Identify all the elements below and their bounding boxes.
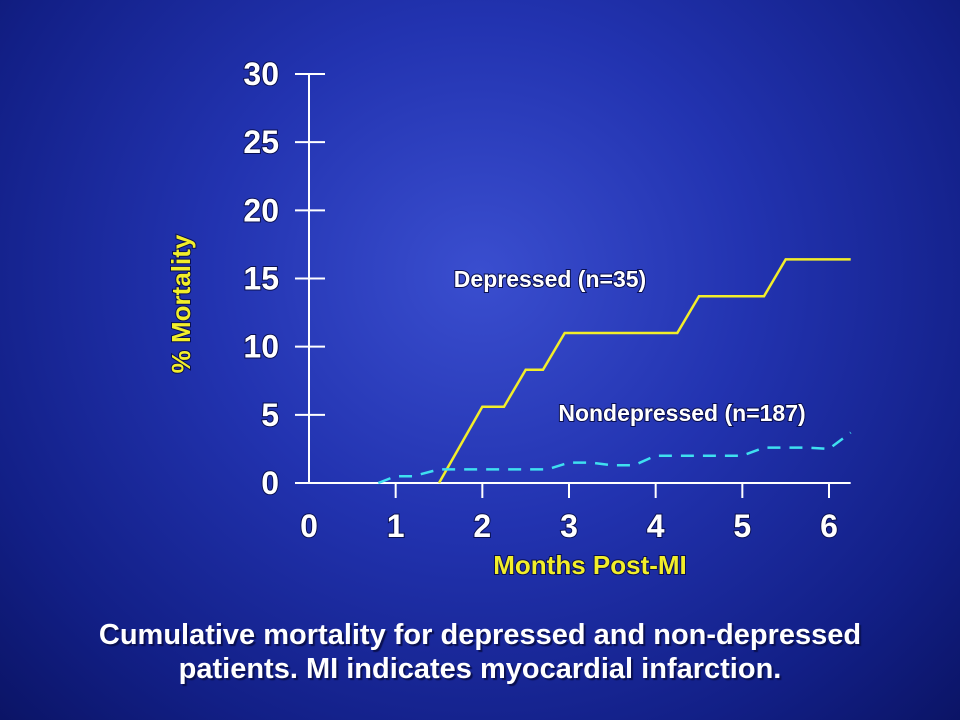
- series-lines: [377, 258, 852, 485]
- x-tick-label: 5: [733, 508, 751, 544]
- y-tick-label: 0: [261, 465, 279, 501]
- x-tick-label: 1: [387, 508, 405, 544]
- caption-line-2: patients. MI indicates myocardial infarc…: [178, 653, 782, 685]
- x-tick-label: 6: [820, 508, 838, 544]
- y-tick-label: 10: [243, 329, 279, 365]
- nondepressed-series-line: [377, 431, 852, 485]
- y-tick-label: 15: [243, 261, 279, 297]
- y-axis-title: % Mortality: [166, 234, 196, 373]
- caption-line-1: Cumulative mortality for depressed and n…: [98, 619, 862, 651]
- y-axis-ticks: 0 5 10 15 20 25 30: [242, 55, 325, 502]
- nondepressed-series-label: Nondepressed (n=187): [558, 400, 805, 426]
- x-tick-label: 4: [647, 508, 665, 544]
- x-tick-label: 0: [300, 508, 318, 544]
- depressed-series-label: Depressed (n=35): [454, 266, 646, 292]
- x-axis-ticks: 0 1 2 3 4 5 6: [299, 483, 839, 545]
- x-tick-label: 3: [560, 508, 578, 544]
- x-tick-label: 2: [473, 508, 491, 544]
- x-axis-title: Months Post-MI: [493, 550, 687, 580]
- y-tick-label: 20: [243, 192, 279, 228]
- depressed-series-line: [437, 258, 851, 484]
- series-labels: Depressed (n=35) Nondepressed (n=187): [453, 265, 807, 427]
- y-tick-label: 5: [261, 397, 279, 433]
- y-tick-label: 30: [243, 56, 279, 92]
- figure-caption: Cumulative mortality for depressed and n…: [40, 618, 920, 686]
- y-tick-label: 25: [243, 124, 279, 160]
- mortality-line-chart: 0 5 10 15 20 25 30 0 1 2 3 4 5 6 Depressed (n=35) Non…: [165, 55, 852, 581]
